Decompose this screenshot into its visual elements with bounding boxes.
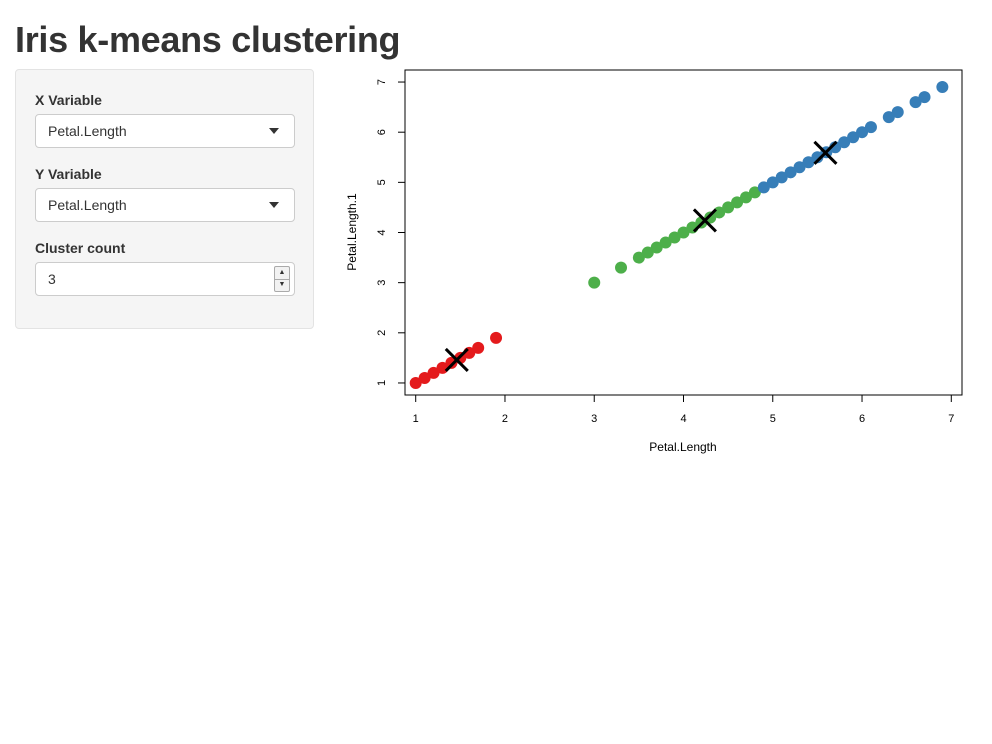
data-point <box>847 131 860 144</box>
y-tick-label: 7 <box>376 79 388 85</box>
x-axis: 1 2 3 4 5 6 7 <box>413 394 954 425</box>
data-point <box>615 261 628 274</box>
x-tick-label: 5 <box>770 413 776 425</box>
data-point <box>731 196 744 209</box>
data-point <box>864 121 877 134</box>
cluster-count-label: Cluster count <box>35 240 126 256</box>
data-point <box>650 241 663 254</box>
x-tick-label: 7 <box>948 413 954 425</box>
cluster-count-input[interactable] <box>35 262 295 296</box>
data-point <box>722 201 735 214</box>
data-point <box>811 151 824 164</box>
kmeans-scatter-plot: 1 2 3 4 5 6 7 1 2 3 4 5 6 7 Petal.Length Petal.Lengt… <box>345 69 963 454</box>
y-variable-label: Y Variable <box>35 166 102 182</box>
cluster-center-marker <box>692 208 717 233</box>
data-point <box>418 371 431 384</box>
cluster-center-marker <box>813 140 838 165</box>
data-point <box>784 166 797 179</box>
data-point <box>472 341 485 354</box>
data-point <box>918 91 931 104</box>
data-point <box>641 246 654 259</box>
chevron-down-icon <box>269 202 279 208</box>
data-point <box>436 361 449 374</box>
data-point <box>802 156 815 169</box>
data-point <box>668 231 681 244</box>
data-point <box>748 186 761 199</box>
y-tick-label: 5 <box>376 179 388 185</box>
data-point <box>659 236 672 249</box>
data-point <box>766 176 779 189</box>
data-point <box>427 366 440 379</box>
x-tick-label: 2 <box>502 413 508 425</box>
y-variable-select[interactable]: Petal.Length <box>35 188 295 222</box>
y-tick-label: 4 <box>376 229 388 235</box>
data-point <box>409 376 422 389</box>
y-axis-title: Petal.Length.1 <box>345 193 359 271</box>
y-tick-label: 3 <box>376 280 388 286</box>
x-tick-label: 4 <box>680 413 686 425</box>
data-point <box>490 331 503 344</box>
data-points <box>409 81 949 389</box>
data-point <box>838 136 851 149</box>
x-tick-label: 3 <box>591 413 597 425</box>
data-point <box>757 181 770 194</box>
cluster-center-marker <box>444 347 469 372</box>
data-point <box>677 226 690 239</box>
data-point <box>704 211 717 224</box>
x-variable-label: X Variable <box>35 92 102 108</box>
y-variable-value: Petal.Length <box>48 197 127 213</box>
data-point <box>882 111 895 124</box>
data-point <box>713 206 726 219</box>
x-variable-value: Petal.Length <box>48 123 127 139</box>
y-tick-label: 1 <box>376 380 388 386</box>
increment-arrow-icon[interactable]: ▲ <box>275 267 289 280</box>
data-point <box>793 161 806 174</box>
x-variable-select[interactable]: Petal.Length <box>35 114 295 148</box>
chevron-down-icon <box>269 128 279 134</box>
data-point <box>739 191 752 204</box>
cluster-centers <box>444 140 838 372</box>
data-point <box>856 126 869 139</box>
x-tick-label: 1 <box>413 413 419 425</box>
sidebar-panel: X Variable Petal.Length Y Variable Petal… <box>15 69 314 329</box>
decrement-arrow-icon[interactable]: ▼ <box>278 281 286 288</box>
x-axis-title: Petal.Length <box>649 440 716 454</box>
y-tick-label: 2 <box>376 330 388 336</box>
data-point <box>775 171 788 184</box>
data-point <box>936 81 949 94</box>
y-axis: 1 2 3 4 5 6 7 <box>376 79 406 386</box>
data-point <box>588 276 601 289</box>
data-point <box>445 356 458 369</box>
y-tick-label: 6 <box>376 129 388 135</box>
data-point <box>909 96 922 109</box>
cluster-count-spinner[interactable]: ▲ ▼ <box>274 266 290 292</box>
page-title: Iris k-means clustering <box>15 19 401 60</box>
data-point <box>632 251 645 264</box>
x-tick-label: 6 <box>859 413 865 425</box>
data-point <box>891 106 904 119</box>
